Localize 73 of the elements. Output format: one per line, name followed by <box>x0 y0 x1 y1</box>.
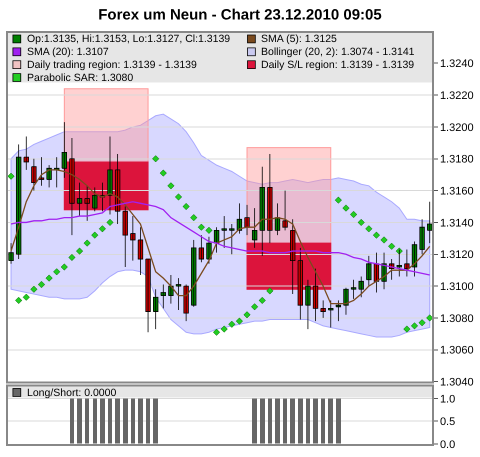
point <box>152 155 160 162</box>
candlestick <box>396 249 402 277</box>
point <box>410 322 418 330</box>
point <box>167 182 174 190</box>
point <box>76 248 84 255</box>
point <box>228 320 236 328</box>
point <box>98 225 106 232</box>
y-tick-label: 0.5 <box>440 416 456 428</box>
point <box>258 296 266 304</box>
y-tick-label: 1.3220 <box>440 90 474 102</box>
point <box>358 218 365 226</box>
point <box>182 203 190 210</box>
y-tick-label: 1.3060 <box>440 344 474 357</box>
candlestick <box>328 300 334 328</box>
point <box>198 224 205 231</box>
legend-label: SMA (5): 1.3125 <box>261 33 338 45</box>
candlestick <box>191 240 196 308</box>
candlestick <box>16 144 22 260</box>
legend-label: Parabolic SAR: 1.3080 <box>27 72 134 84</box>
legend-label: Daily S/L region: 1.3139 - 1.3139 <box>261 59 414 71</box>
point <box>38 281 45 288</box>
legend-label: SMA (20): 1.3107 <box>27 46 109 58</box>
y-tick-label: 1.3140 <box>440 217 474 230</box>
point <box>53 268 60 276</box>
point <box>388 242 396 250</box>
point <box>220 326 228 333</box>
y-tick-label: 1.3120 <box>440 249 474 262</box>
y-tick-label: 1.3100 <box>440 280 474 293</box>
point <box>244 311 251 318</box>
point <box>106 218 114 226</box>
legend-label: Daily trading region: 1.3139 - 1.3139 <box>27 59 198 71</box>
point <box>68 254 76 261</box>
y-tick-label: 1.3240 <box>440 58 474 70</box>
point <box>266 287 274 294</box>
point <box>160 170 167 177</box>
y-tick-label: 1.3160 <box>440 185 474 198</box>
candlestick <box>114 154 120 224</box>
legend-label: Long/Short: 0.0000 <box>27 387 116 399</box>
legend-label: Bollinger (20, 2): 1.3074 - 1.3141 <box>261 46 415 58</box>
point <box>236 318 243 325</box>
point <box>213 328 220 336</box>
point <box>84 240 91 247</box>
point <box>418 319 426 326</box>
chart-title: Forex um Neun - Chart 23.12.2010 09:05 <box>98 6 382 24</box>
y-tick-label: 1.0 <box>440 393 456 406</box>
point <box>30 286 38 293</box>
point <box>380 236 388 244</box>
point <box>8 172 15 180</box>
point <box>190 214 198 222</box>
point <box>334 196 342 204</box>
point <box>46 274 53 282</box>
candlestick <box>427 201 432 244</box>
point <box>365 225 372 232</box>
y-tick-label: 1.3080 <box>440 312 474 325</box>
legend-label: Op:1.3135, Hi:1.3153, Lo:1.3127, Cl:1.3139 <box>27 33 230 45</box>
y-tick-label: 1.3200 <box>440 122 474 134</box>
point <box>15 296 22 304</box>
point <box>91 232 98 239</box>
point <box>175 193 182 200</box>
point <box>60 264 68 270</box>
point <box>426 314 432 322</box>
point <box>403 326 410 333</box>
y-tick-label: 1.3040 <box>440 376 474 388</box>
y-tick-label: 1.3180 <box>440 154 474 166</box>
point <box>350 210 358 218</box>
candlestick <box>260 166 265 256</box>
candlestick <box>168 274 174 304</box>
y-tick-label: 0.0 <box>440 438 456 451</box>
point <box>342 204 350 212</box>
point <box>205 226 212 234</box>
point <box>22 294 30 301</box>
point <box>372 232 380 239</box>
point <box>251 303 258 310</box>
